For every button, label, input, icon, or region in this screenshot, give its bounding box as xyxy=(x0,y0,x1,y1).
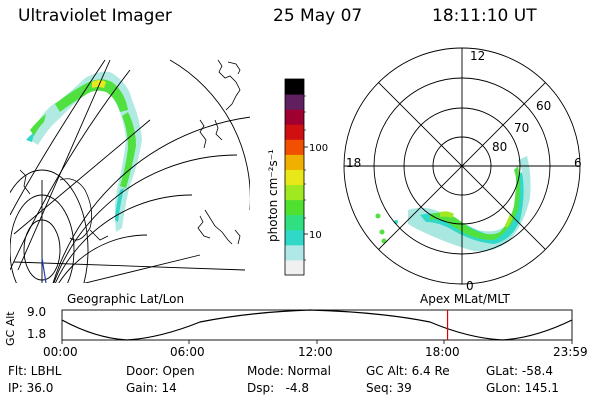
gain-info: Gain: 14 xyxy=(126,381,177,395)
altitude-curve xyxy=(61,309,573,341)
altitude-xtick-0600: 06:00 xyxy=(170,345,205,359)
altitude-ytick-max: 9.0 xyxy=(27,305,47,319)
colorbar-cell xyxy=(285,169,304,186)
polar-plot-panel xyxy=(343,47,581,285)
glat-info: GLat: -58.4 xyxy=(486,364,553,378)
gc-alt-info: GC Alt: 6.4 Re xyxy=(366,364,450,378)
mlt-label-12: 12 xyxy=(470,49,485,63)
geo-panel-label: Geographic Lat/Lon xyxy=(67,292,185,306)
colorbar xyxy=(284,78,308,276)
colorbar-cell xyxy=(285,184,304,201)
colorbar-cell xyxy=(285,199,304,216)
ip-info: IP: 36.0 xyxy=(8,381,54,395)
altitude-plot xyxy=(61,309,573,344)
dsp-info: Dsp: -4.8 xyxy=(247,381,310,395)
glon-info: GLon: 145.1 xyxy=(486,381,559,395)
colorbar-cell xyxy=(285,244,304,261)
geo-coastlines xyxy=(19,59,241,245)
colorbar-unit-label: photon cm⁻²s⁻¹ xyxy=(266,149,280,242)
geo-grid xyxy=(10,59,250,283)
time-label: 18:11:10 UT xyxy=(432,6,537,26)
altitude-xtick-1800: 18:00 xyxy=(425,345,460,359)
mlt-label-6: 6 xyxy=(574,156,582,170)
door-info: Door: Open xyxy=(126,364,195,378)
filter-info: Flt: LBHL xyxy=(8,364,62,378)
date-label: 25 May 07 xyxy=(273,6,363,26)
altitude-xtick-0000: 00:00 xyxy=(43,345,78,359)
polar-grid xyxy=(343,47,581,285)
colorbar-cell xyxy=(285,139,304,155)
altitude-xtick-1200: 12:00 xyxy=(298,345,333,359)
mlat-label-60: 60 xyxy=(536,99,551,113)
polar-panel-label: Apex MLat/MLT xyxy=(420,292,510,306)
colorbar-cell xyxy=(285,154,304,170)
geographic-map-panel xyxy=(10,59,250,283)
colorbar-cell xyxy=(285,124,304,140)
mlat-label-70: 70 xyxy=(514,121,529,135)
seq-info: Seq: 39 xyxy=(366,381,412,395)
colorbar-cell xyxy=(285,94,304,110)
mlt-label-0: 0 xyxy=(466,279,474,293)
colorbar-cell xyxy=(285,79,304,95)
colorbar-cell xyxy=(285,229,304,246)
polar-aurora-emission xyxy=(375,156,531,252)
geo-aurora-emission xyxy=(26,71,142,232)
altitude-ylabel: GC Alt xyxy=(4,311,17,346)
colorbar-cell xyxy=(285,109,304,125)
mlt-label-18: 18 xyxy=(346,156,361,170)
colorbar-tick-10: 10 xyxy=(309,230,322,241)
altitude-ytick-min: 1.8 xyxy=(27,327,47,341)
altitude-xtick-2359: 23:59 xyxy=(553,345,588,359)
colorbar-cell xyxy=(285,259,304,276)
colorbar-cell xyxy=(285,214,304,231)
mode-info: Mode: Normal xyxy=(247,364,331,378)
colorbar-tick-100: 100 xyxy=(309,143,328,154)
instrument-title: Ultraviolet Imager xyxy=(18,6,172,26)
mlat-label-80: 80 xyxy=(492,140,507,154)
